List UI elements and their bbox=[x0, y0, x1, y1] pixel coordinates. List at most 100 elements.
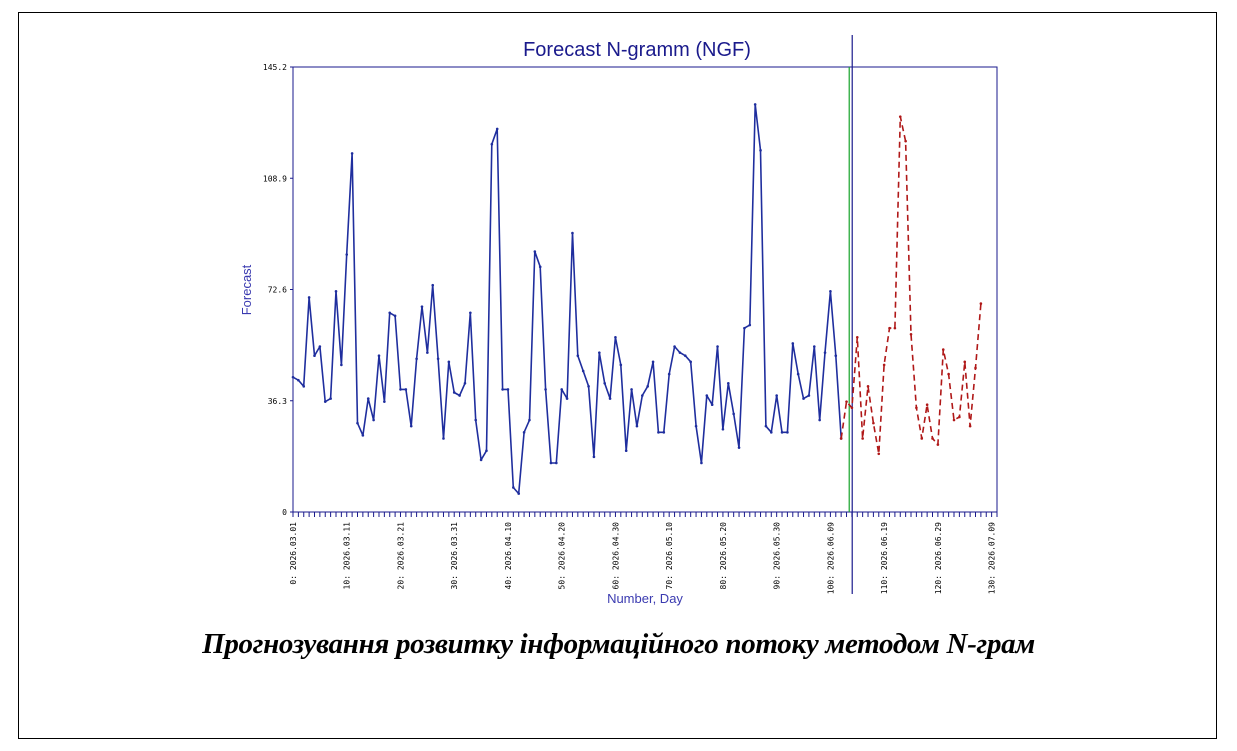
data-point bbox=[882, 363, 886, 367]
data-point bbox=[506, 388, 510, 391]
data-point bbox=[968, 424, 972, 428]
data-point bbox=[469, 311, 472, 315]
data-point bbox=[630, 388, 633, 391]
data-point bbox=[775, 394, 778, 397]
data-point bbox=[624, 449, 628, 453]
data-point bbox=[657, 431, 660, 434]
data-point bbox=[947, 372, 950, 376]
data-point bbox=[474, 418, 478, 422]
data-point bbox=[818, 418, 821, 422]
data-point bbox=[667, 372, 671, 376]
data-point bbox=[678, 351, 682, 354]
data-point bbox=[737, 446, 741, 449]
data-point bbox=[769, 431, 773, 434]
x-tick-label: 50: 2026.04.20 bbox=[558, 522, 567, 590]
data-point bbox=[829, 290, 832, 293]
data-point bbox=[791, 342, 795, 345]
data-point bbox=[958, 415, 961, 419]
data-point bbox=[941, 348, 945, 351]
x-tick-label: 80: 2026.05.20 bbox=[719, 522, 728, 590]
data-point bbox=[641, 394, 644, 397]
data-point bbox=[334, 290, 338, 293]
data-point bbox=[377, 354, 381, 357]
data-point bbox=[893, 326, 897, 330]
data-point bbox=[888, 326, 891, 330]
figure-frame bbox=[18, 12, 1217, 739]
data-point bbox=[576, 354, 580, 357]
data-point bbox=[877, 452, 881, 456]
y-tick-label: 145.2 bbox=[263, 63, 287, 72]
data-point bbox=[974, 366, 977, 370]
data-point bbox=[313, 354, 316, 357]
data-point bbox=[356, 421, 359, 425]
data-point bbox=[796, 372, 800, 376]
data-point bbox=[345, 253, 349, 256]
y-tick-label: 0 bbox=[282, 508, 287, 517]
x-tick-label: 120: 2026.06.29 bbox=[934, 522, 943, 594]
data-point bbox=[512, 486, 515, 489]
figure-caption: Прогнозування розвитку інформаційного по… bbox=[202, 628, 1035, 660]
data-point bbox=[383, 400, 386, 403]
data-point bbox=[431, 283, 435, 287]
data-point bbox=[812, 345, 816, 348]
data-point bbox=[404, 388, 408, 391]
data-point bbox=[528, 418, 531, 422]
data-point bbox=[592, 455, 596, 459]
x-tick-label: 30: 2026.03.31 bbox=[450, 522, 459, 590]
data-point bbox=[925, 403, 929, 407]
data-point bbox=[571, 231, 574, 235]
data-point bbox=[452, 391, 456, 394]
data-point bbox=[614, 336, 617, 339]
x-tick-label: 70: 2026.05.10 bbox=[665, 522, 674, 590]
x-tick-label: 20: 2026.03.21 bbox=[396, 522, 405, 590]
data-point bbox=[936, 443, 940, 446]
data-point bbox=[839, 437, 843, 440]
data-point bbox=[915, 406, 918, 410]
data-point bbox=[329, 397, 332, 400]
data-point bbox=[963, 360, 967, 364]
data-point bbox=[807, 394, 811, 397]
data-point bbox=[361, 434, 365, 437]
data-point bbox=[587, 385, 590, 388]
data-point bbox=[673, 345, 676, 348]
data-point bbox=[549, 461, 553, 465]
data-point bbox=[608, 397, 612, 400]
data-point bbox=[952, 418, 956, 422]
history-series-line bbox=[292, 103, 842, 495]
data-point bbox=[716, 345, 719, 348]
data-point bbox=[522, 431, 526, 434]
data-point bbox=[726, 381, 730, 385]
plot-area: 0 36.3 72.6 108.9 145.2 0: 2026.03.01 10: 2026… bbox=[263, 35, 998, 594]
data-point bbox=[662, 431, 666, 434]
data-point bbox=[651, 360, 655, 364]
data-point bbox=[705, 394, 709, 397]
data-point bbox=[931, 437, 934, 440]
x-tick-label: 130: 2026.07.09 bbox=[988, 522, 997, 594]
data-point bbox=[565, 397, 569, 400]
data-point bbox=[555, 461, 558, 465]
data-point bbox=[786, 431, 789, 434]
data-point bbox=[802, 397, 805, 400]
data-point bbox=[366, 397, 370, 400]
data-point bbox=[372, 418, 375, 422]
data-point bbox=[619, 363, 623, 367]
data-point bbox=[979, 302, 983, 305]
x-tick-label: 0: 2026.03.01 bbox=[289, 522, 298, 585]
data-point bbox=[855, 336, 859, 339]
data-point bbox=[463, 381, 467, 385]
data-point bbox=[845, 400, 848, 403]
data-point bbox=[350, 152, 354, 155]
chart-title: Forecast N-gramm (NGF) bbox=[523, 39, 751, 61]
data-point bbox=[635, 424, 639, 428]
data-point bbox=[866, 385, 870, 388]
data-point bbox=[393, 314, 397, 318]
data-point bbox=[415, 357, 418, 361]
data-point bbox=[307, 296, 311, 299]
data-point bbox=[409, 424, 413, 428]
data-point bbox=[823, 351, 827, 354]
data-point bbox=[544, 388, 547, 391]
x-tick-label: 40: 2026.04.10 bbox=[504, 522, 513, 590]
data-point bbox=[426, 351, 429, 354]
x-axis-label: Number, Day bbox=[607, 591, 683, 606]
data-point bbox=[495, 127, 499, 131]
